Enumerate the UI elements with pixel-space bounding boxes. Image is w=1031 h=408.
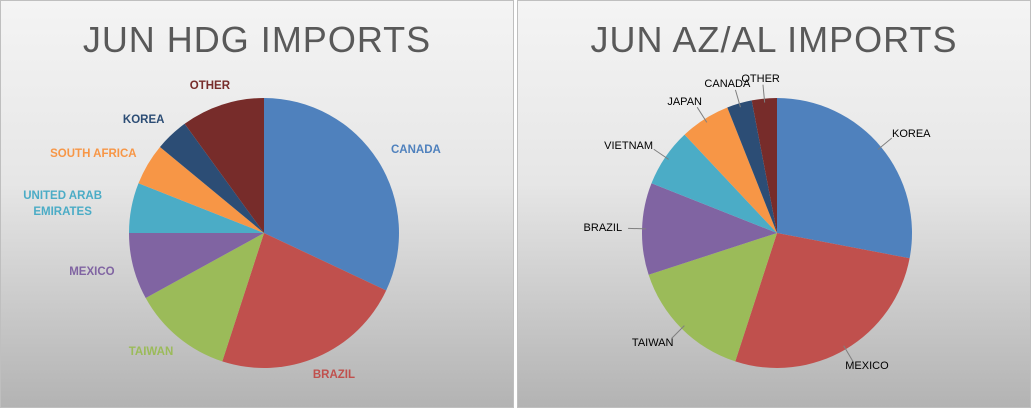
- slice-label: BRAZIL: [583, 222, 623, 235]
- slice-label: OTHER: [741, 72, 780, 85]
- chart-panel: JUN AZ/AL IMPORTS KOREA MEXICO TAIWAN BRAZI…: [517, 0, 1031, 408]
- pie-slice: [735, 233, 910, 368]
- leader-line: [762, 84, 766, 103]
- pie-slice: [684, 107, 777, 233]
- slice-label: MEXICO: [69, 265, 115, 278]
- pie-slice: [648, 233, 777, 362]
- pie-slice: [184, 98, 264, 233]
- chart-title: JUN HDG IMPORTS: [82, 19, 432, 60]
- pie-plot: [129, 98, 399, 368]
- leader-line: [671, 325, 685, 339]
- slice-label: KOREA: [892, 128, 931, 141]
- slice-label: OTHER: [189, 79, 230, 92]
- slice-label: BRAZIL: [312, 369, 356, 382]
- slice-label: TAIWAN: [631, 336, 674, 349]
- slice-label: UNITED ARAB EMIRATES: [23, 189, 103, 218]
- pie-slice: [642, 183, 777, 275]
- pie-slice: [129, 183, 264, 233]
- pie-slice: [222, 233, 387, 368]
- pie-slice: [751, 98, 777, 233]
- chart-panel: JUN HDG IMPORTS CANADA BRAZIL TAIWAN MEXICO…: [0, 0, 514, 408]
- pie-slice: [145, 233, 264, 362]
- pie-slice: [264, 98, 399, 291]
- slice-label: MEXICO: [845, 360, 889, 373]
- leader-line: [628, 227, 647, 230]
- chart-title: JUN AZ/AL IMPORTS: [590, 19, 958, 60]
- slice-label: JAPAN: [667, 96, 702, 109]
- slice-label: CANADA: [390, 143, 441, 156]
- leader-line: [696, 106, 708, 123]
- leader-line: [877, 137, 893, 150]
- slice-label: SOUTH AFRICA: [50, 148, 137, 161]
- pie-slice: [138, 146, 264, 233]
- slice-label: CANADA: [704, 78, 751, 91]
- pie-slice: [651, 134, 777, 233]
- pie-slice: [777, 98, 912, 259]
- slice-label: TAIWAN: [128, 346, 174, 359]
- pie-plot: [628, 84, 912, 368]
- pie-slice: [129, 233, 264, 299]
- slice-label: VIETNAM: [604, 139, 654, 152]
- pie-slice: [727, 100, 777, 233]
- leader-line: [734, 89, 741, 108]
- leader-line: [843, 345, 854, 362]
- pie-slice: [159, 123, 264, 233]
- slice-label: KOREA: [122, 114, 165, 126]
- leader-line: [653, 148, 669, 160]
